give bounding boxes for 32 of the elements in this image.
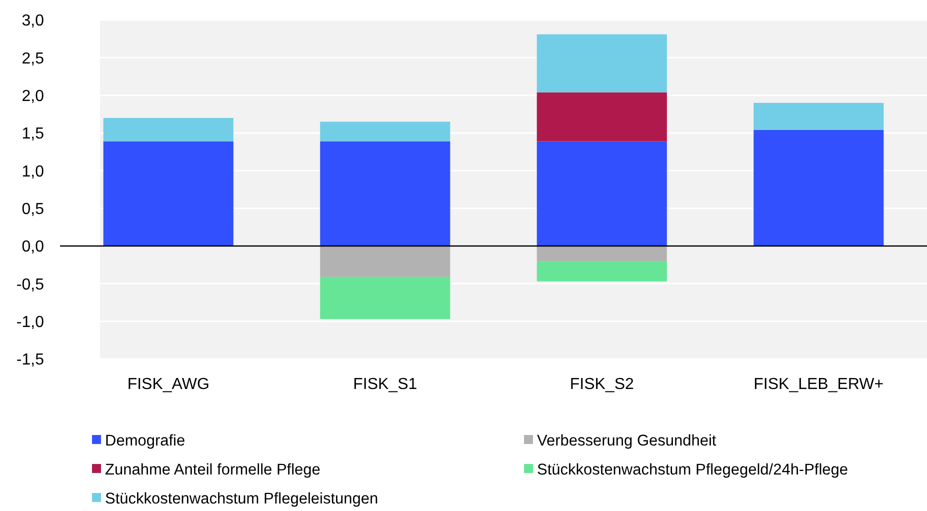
bar [536,246,667,262]
y-tick-label: 1,0 [22,163,44,180]
bar [536,261,667,282]
legend-label: Demografie [105,432,186,450]
y-tick-label: 2,0 [22,88,44,105]
y-tick-label: 2,5 [22,50,44,68]
bar [754,130,884,246]
legend-label: Stückkostenwachstum Pflegeleistungen [105,490,378,508]
bar [320,141,450,246]
bar [536,141,667,246]
x-tick-label: FISK_LEB_ERW+ [754,376,884,393]
y-tick-label: -1,5 [16,352,44,369]
bar [754,102,884,130]
x-tick-label: FISK_AWG [127,376,210,393]
bar [536,92,667,142]
bar [320,122,450,142]
y-tick-label: -0,5 [16,276,44,294]
legend-label: Zunahme Anteil formelle Pflege [105,461,320,478]
bar [536,34,667,92]
y-tick-label: 0,0 [22,238,44,256]
bar [320,246,450,277]
y-tick-label: 1,5 [22,126,44,143]
y-tick-label: 0,5 [22,200,44,218]
x-tick-label: FISK_S2 [570,376,634,393]
y-tick-label: 3,0 [22,12,44,30]
bar [320,276,450,320]
x-tick-label: FISK_S1 [353,376,418,393]
bar [103,141,234,246]
legend-label: Verbesserung Gesundheit [537,432,717,450]
bar [103,118,234,142]
y-tick-label: -1,0 [16,314,44,331]
legend-label: Stückkostenwachstum Pflegegeld/24h-Pflege [537,461,848,478]
